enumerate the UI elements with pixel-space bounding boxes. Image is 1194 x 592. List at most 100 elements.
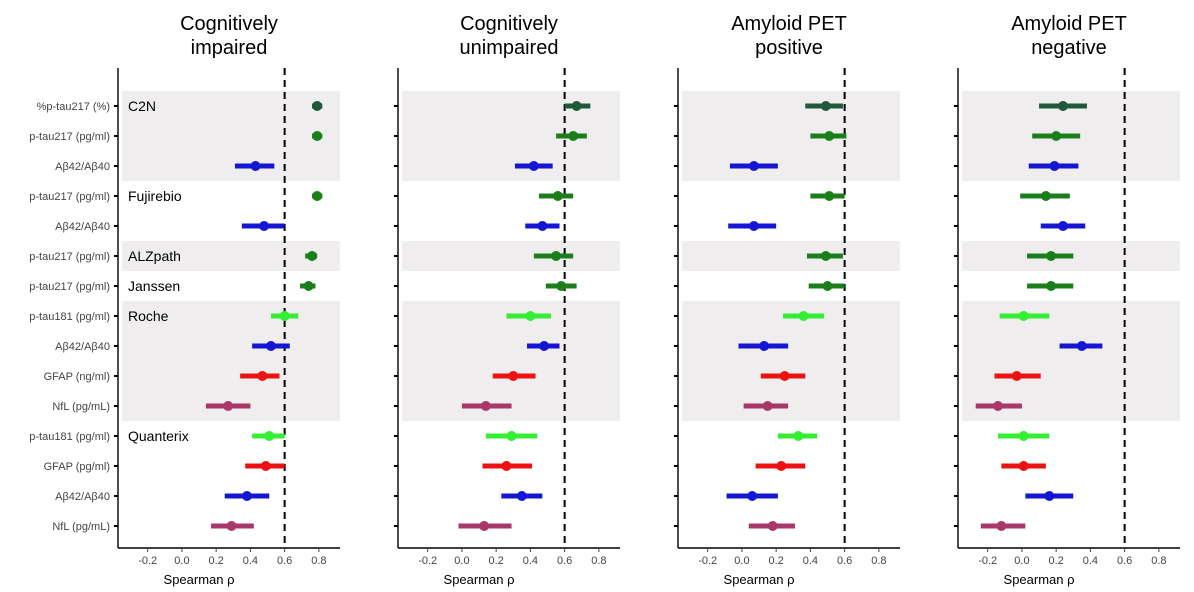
row-label: NfL (pg/mL): [52, 521, 110, 533]
point-estimate: [1046, 251, 1057, 261]
point-estimate: [552, 191, 563, 201]
assay-label: ALZpath: [128, 248, 181, 264]
point-estimate: [820, 251, 831, 261]
panel-4: Amyloid PET negative -0.2 0.0 0.2 0.4 0.6 0.8 Sp…: [954, 13, 1180, 587]
panel-title-line: Cognitively: [460, 13, 558, 35]
point-estimate: [793, 431, 804, 441]
assay-label: Quanterix: [128, 428, 189, 444]
point-estimate: [824, 131, 835, 141]
panel-1: Cognitively impaired -0.2 0.0 0.2 0.4 0.6 0.8 Sp…: [114, 13, 340, 587]
point-estimate: [226, 521, 237, 531]
panel-title-line: Amyloid PET: [1011, 13, 1127, 35]
group-band: [682, 91, 900, 181]
point-estimate: [506, 431, 517, 441]
point-estimate: [501, 461, 512, 471]
point-estimate: [798, 311, 809, 321]
group-band: [122, 91, 340, 181]
point-estimate: [1040, 191, 1051, 201]
row-label: p-tau217 (pg/ml): [29, 281, 110, 293]
point-estimate: [1058, 101, 1069, 111]
point-estimate: [1011, 371, 1022, 381]
point-estimate: [824, 191, 835, 201]
row-label: Aβ42/Aβ40: [55, 491, 110, 503]
row-label: Aβ42/Aβ40: [55, 341, 110, 353]
x-tick-label: 0.6: [837, 555, 852, 567]
x-tick-label: -0.2: [138, 555, 157, 567]
point-estimate: [279, 311, 290, 321]
point-estimate: [1044, 491, 1055, 501]
x-tick-label: 0.2: [1049, 555, 1064, 567]
x-tick-label: 0.6: [557, 555, 572, 567]
assay-label: C2N: [128, 98, 156, 114]
point-estimate: [992, 401, 1003, 411]
x-tick-label: -0.2: [698, 555, 717, 567]
x-tick-label: 0.0: [454, 555, 469, 567]
assay-label: Roche: [128, 308, 169, 324]
row-labels: %p-tau217 (%) p-tau217 (pg/ml) Aβ42/Aβ40 p-…: [29, 101, 110, 533]
row-label: %p-tau217 (%): [37, 101, 110, 113]
group-band: [962, 301, 1180, 421]
point-estimate: [767, 521, 778, 531]
x-tick-label: 0.0: [1014, 555, 1029, 567]
x-tick-label: 0.2: [489, 555, 504, 567]
x-axis-label: Spearman ρ: [444, 572, 515, 587]
panels: Cognitively impaired-0.2 0.0 0.2 0.4 0.6 0.8Sp…: [114, 13, 1180, 587]
panel-title-line: Amyloid PET: [731, 13, 847, 35]
group-band: [122, 301, 340, 421]
point-estimate: [571, 101, 582, 111]
panel-title: Amyloid PET negative: [1011, 13, 1127, 59]
point-estimate: [537, 221, 548, 231]
row-label: GFAP (pg/ml): [44, 461, 110, 473]
x-tick-label: -0.2: [418, 555, 437, 567]
panel-3: Amyloid PET positive -0.2 0.0 0.2 0.4 0.6 0.8 Sp…: [674, 13, 900, 587]
point-estimate: [260, 461, 271, 471]
x-tick-label: 0.4: [803, 555, 818, 567]
row-label: GFAP (ng/ml): [44, 371, 110, 383]
point-estimate: [551, 251, 562, 261]
point-estimate: [748, 221, 759, 231]
group-band: [402, 241, 620, 271]
point-estimate: [1051, 131, 1062, 141]
point-estimate: [312, 131, 323, 141]
x-tick-label: 0.8: [591, 555, 606, 567]
group-band: [682, 301, 900, 421]
point-estimate: [480, 401, 491, 411]
point-estimate: [257, 371, 268, 381]
panel-title: Cognitively impaired: [180, 13, 278, 59]
row-label: p-tau217 (pg/ml): [29, 191, 110, 203]
x-tick-label: 0.6: [1117, 555, 1132, 567]
point-estimate: [776, 461, 787, 471]
point-estimate: [479, 521, 490, 531]
point-estimate: [1049, 161, 1060, 171]
x-tick-label: 0.2: [769, 555, 784, 567]
assay-label: Janssen: [128, 278, 180, 294]
row-label: p-tau217 (pg/ml): [29, 251, 110, 263]
point-estimate: [539, 341, 550, 351]
row-label: p-tau217 (pg/ml): [29, 131, 110, 143]
point-estimate: [312, 191, 323, 201]
row-label: Aβ42/Aβ40: [55, 161, 110, 173]
point-estimate: [528, 161, 539, 171]
x-tick-label: 0.0: [174, 555, 189, 567]
point-estimate: [508, 371, 519, 381]
row-label: p-tau181 (pg/ml): [29, 311, 110, 323]
point-estimate: [264, 431, 275, 441]
x-tick-label: 0.6: [277, 555, 292, 567]
point-estimate: [1018, 461, 1029, 471]
panel-title: Cognitively unimpaired: [460, 13, 559, 59]
x-tick-label: 0.0: [734, 555, 749, 567]
x-axis-label: Spearman ρ: [724, 572, 795, 587]
point-estimate: [822, 281, 833, 291]
panel-title-line: impaired: [191, 37, 268, 59]
point-estimate: [303, 281, 314, 291]
row-label: NfL (pg/mL): [52, 401, 110, 413]
point-estimate: [996, 521, 1007, 531]
point-estimate: [516, 491, 527, 501]
point-estimate: [241, 491, 252, 501]
panel-2: Cognitively unimpaired -0.2 0.0 0.2 0.4 0.6 0.8…: [394, 13, 620, 587]
x-tick-label: 0.8: [871, 555, 886, 567]
row-label: Aβ42/Aβ40: [55, 221, 110, 233]
point-estimate: [820, 101, 831, 111]
point-estimate: [525, 311, 536, 321]
